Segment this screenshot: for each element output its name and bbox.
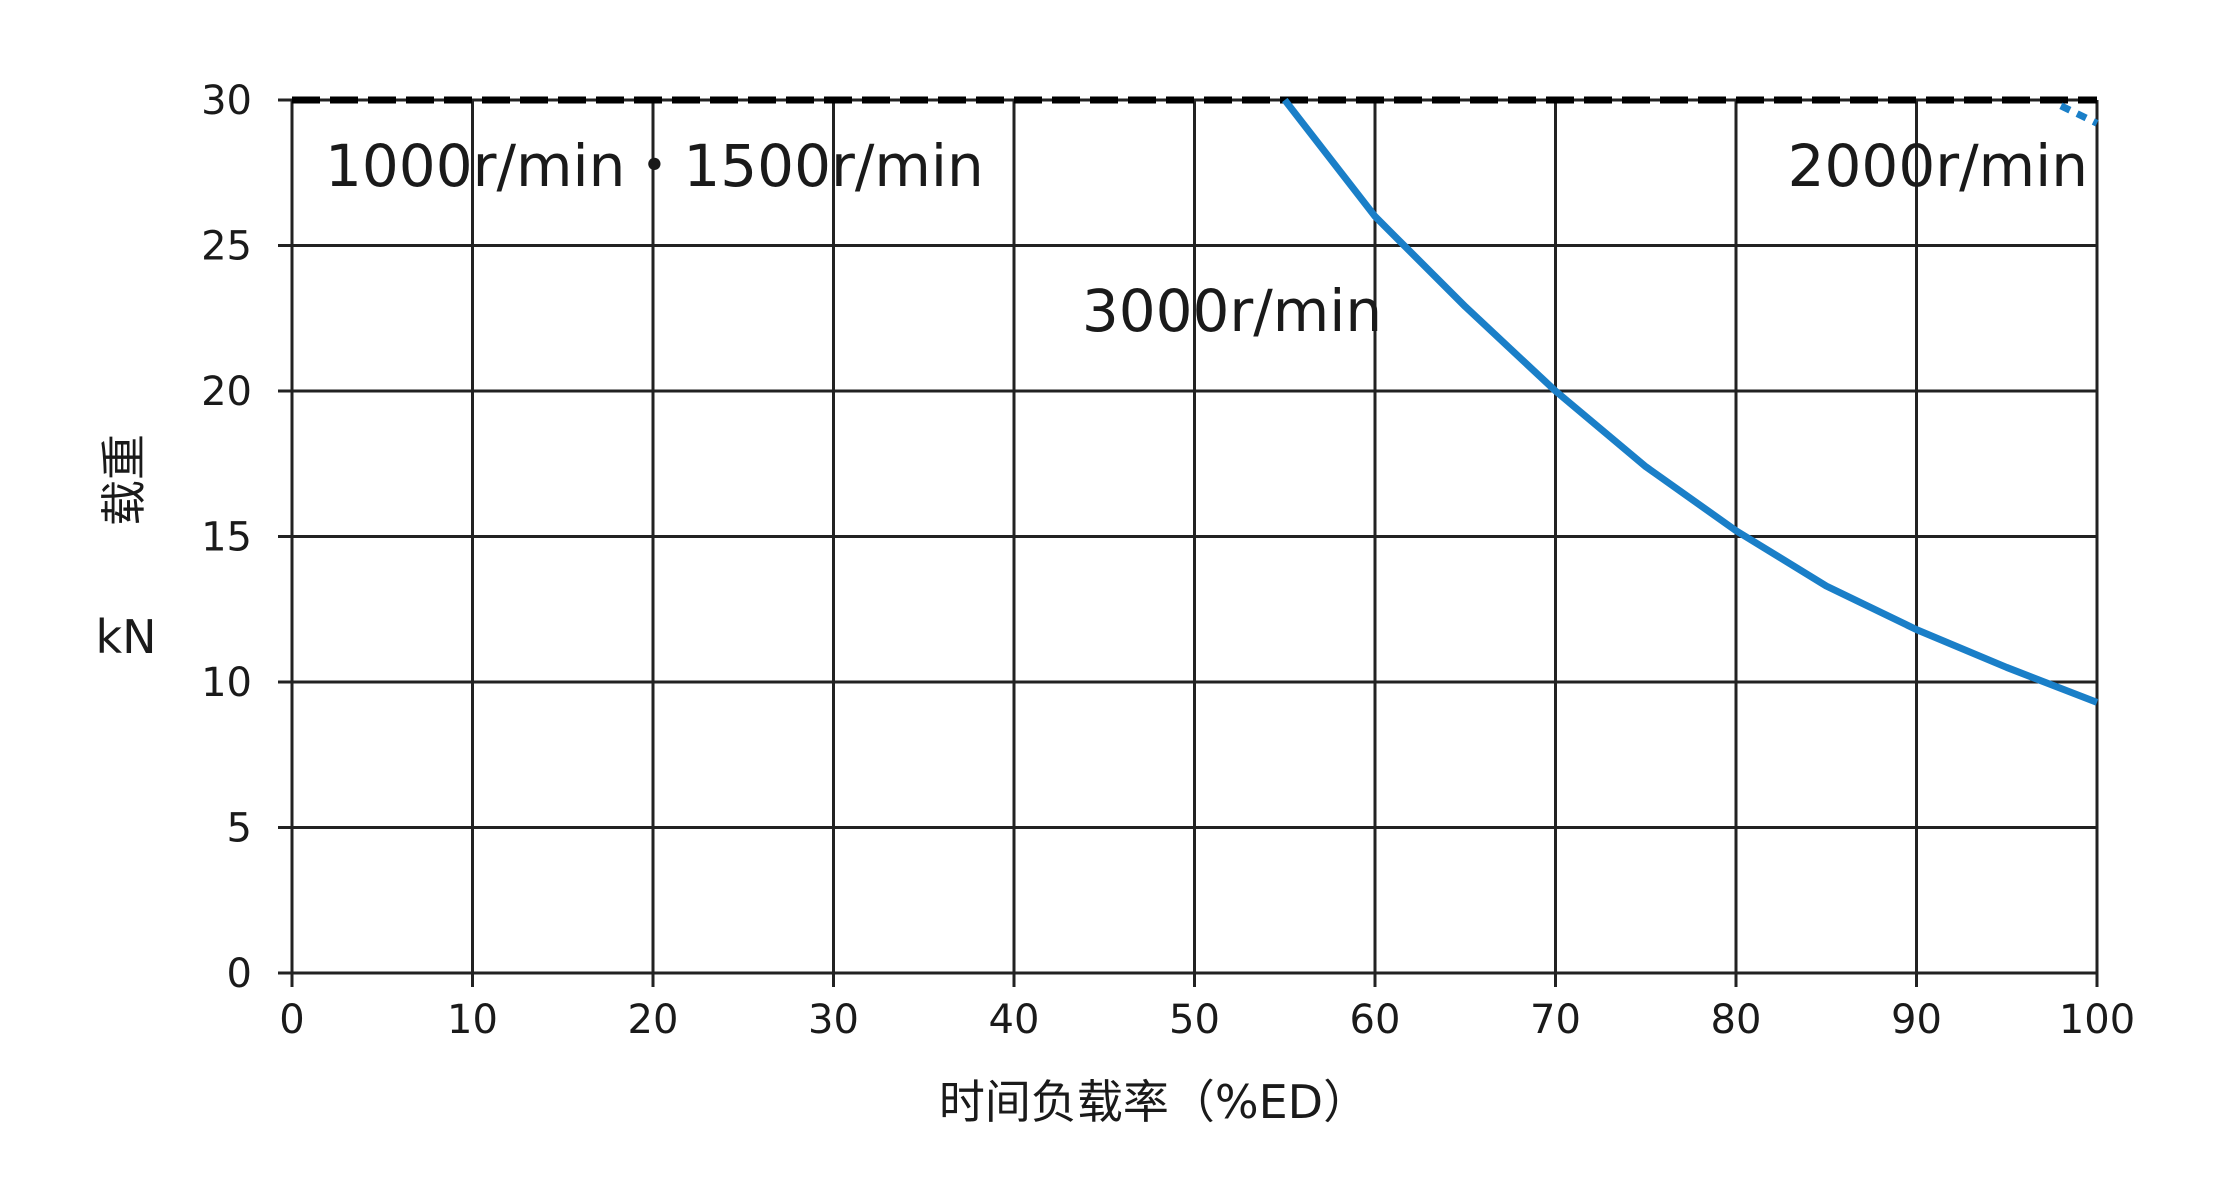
y-tick-label: 30 (201, 78, 252, 124)
grid (278, 98, 2099, 987)
y-tick-label: 0 (227, 951, 252, 997)
series-line-1 (2059, 102, 2099, 127)
x-tick-label: 70 (1530, 997, 1581, 1043)
x-tick-label: 40 (989, 997, 1040, 1043)
x-tick-label: 30 (808, 997, 859, 1043)
x-tick-label: 100 (2059, 997, 2135, 1043)
annotation-2000: 2000r/min (1788, 132, 2088, 200)
x-tick-label: 60 (1350, 997, 1401, 1043)
series-line-2 (1281, 97, 2099, 706)
x-tick-label: 80 (1711, 997, 1762, 1043)
x-tick-label: 0 (279, 997, 304, 1043)
annotation-1000-1500: 1000r/min・1500r/min (325, 132, 984, 200)
y-tick-label: 20 (201, 369, 252, 415)
annotation-3000: 3000r/min (1082, 277, 1382, 345)
tick-labels: 0 10 20 30 40 50 60 70 80 90 100 0 5 10 15 20 25 30 (201, 78, 2135, 1043)
x-tick-label: 90 (1891, 997, 1942, 1043)
y-axis-unit: kN (95, 610, 156, 664)
y-tick-label: 5 (227, 806, 252, 852)
y-tick-label: 10 (201, 660, 252, 706)
y-tick-label: 15 (201, 515, 252, 561)
x-axis-title: 时间负载率（%ED） (939, 1075, 1369, 1129)
series-layer (292, 96, 2099, 706)
y-tick-label: 25 (201, 224, 252, 270)
x-tick-label: 10 (447, 997, 498, 1043)
x-tick-label: 50 (1169, 997, 1220, 1043)
x-tick-label: 20 (628, 997, 679, 1043)
y-axis-title: 载重 (97, 434, 151, 526)
